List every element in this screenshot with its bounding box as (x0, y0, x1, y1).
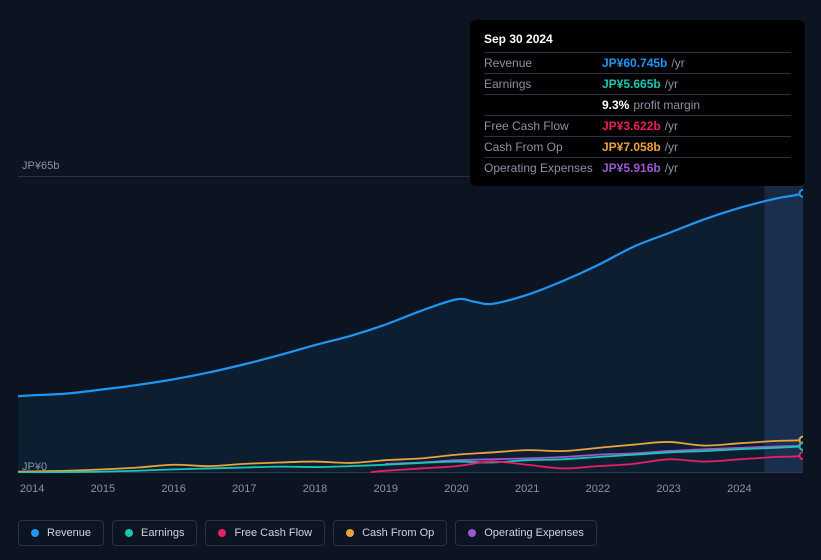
x-axis-label: 2022 (586, 483, 610, 495)
legend: Revenue Earnings Free Cash Flow Cash From O… (18, 520, 597, 546)
tooltip-panel: Sep 30 2024 RevenueJP¥60.745b/yrEarnings… (470, 20, 805, 186)
tooltip-row-value: JP¥5.916b (602, 161, 661, 175)
y-max-label: JP¥65b (22, 160, 59, 172)
tooltip-row-value: JP¥3.622b (602, 119, 661, 133)
x-axis-label: 2015 (91, 483, 115, 495)
chart-series-endpoint (800, 452, 804, 459)
legend-dot-icon (125, 529, 133, 537)
chart-area[interactable] (18, 176, 803, 473)
tooltip-row: Operating ExpensesJP¥5.916b/yr (484, 158, 791, 178)
x-axis-label: 2014 (20, 483, 44, 495)
tooltip-row: Cash From OpJP¥7.058b/yr (484, 137, 791, 158)
x-axis-label: 2019 (373, 483, 397, 495)
x-axis-label: 2020 (444, 483, 468, 495)
legend-dot-icon (468, 529, 476, 537)
tooltip-row-label: Operating Expenses (484, 161, 602, 175)
tooltip-row-unit: /yr (665, 140, 678, 154)
tooltip-row-value: JP¥60.745b (602, 56, 667, 70)
legend-label: Free Cash Flow (234, 527, 312, 539)
tooltip-row: 9.3% profit margin (484, 95, 791, 116)
legend-dot-icon (218, 529, 226, 537)
tooltip-row-unit: /yr (665, 161, 678, 175)
x-axis: 2014 2015 2016 2017 2018 2019 2020 2021 2022 2023… (18, 483, 803, 499)
legend-label: Operating Expenses (484, 527, 584, 539)
legend-dot-icon (31, 529, 39, 537)
legend-item[interactable]: Earnings (112, 520, 197, 546)
line-chart (18, 176, 803, 473)
chart-series-endpoint (800, 443, 804, 450)
tooltip-row-value: JP¥7.058b (602, 140, 661, 154)
tooltip-row-label: Cash From Op (484, 140, 602, 154)
legend-item[interactable]: Operating Expenses (455, 520, 597, 546)
tooltip-row-value: JP¥5.665b (602, 77, 661, 91)
tooltip-row-label: Free Cash Flow (484, 119, 602, 133)
tooltip-row: EarningsJP¥5.665b/yr (484, 74, 791, 95)
legend-label: Earnings (141, 527, 184, 539)
tooltip-row: Free Cash FlowJP¥3.622b/yr (484, 116, 791, 137)
x-axis-label: 2024 (727, 483, 751, 495)
tooltip-row-unit: /yr (665, 77, 678, 91)
tooltip-row-unit: profit margin (633, 98, 700, 112)
x-axis-label: 2018 (303, 483, 327, 495)
tooltip-row-label: Revenue (484, 56, 602, 70)
legend-item[interactable]: Cash From Op (333, 520, 447, 546)
tooltip-row-label: Earnings (484, 77, 602, 91)
legend-item[interactable]: Free Cash Flow (205, 520, 325, 546)
chart-series-endpoint (800, 190, 804, 197)
legend-item[interactable]: Revenue (18, 520, 104, 546)
x-axis-label: 2017 (232, 483, 256, 495)
tooltip-row-unit: /yr (665, 119, 678, 133)
tooltip-row: RevenueJP¥60.745b/yr (484, 53, 791, 74)
tooltip-date: Sep 30 2024 (484, 28, 791, 53)
legend-dot-icon (346, 529, 354, 537)
x-axis-label: 2023 (656, 483, 680, 495)
tooltip-row-unit: /yr (671, 56, 684, 70)
legend-label: Cash From Op (362, 527, 434, 539)
legend-label: Revenue (47, 527, 91, 539)
x-axis-label: 2021 (515, 483, 539, 495)
tooltip-row-value: 9.3% (602, 98, 629, 112)
x-axis-label: 2016 (161, 483, 185, 495)
chart-area-fill (18, 193, 803, 473)
